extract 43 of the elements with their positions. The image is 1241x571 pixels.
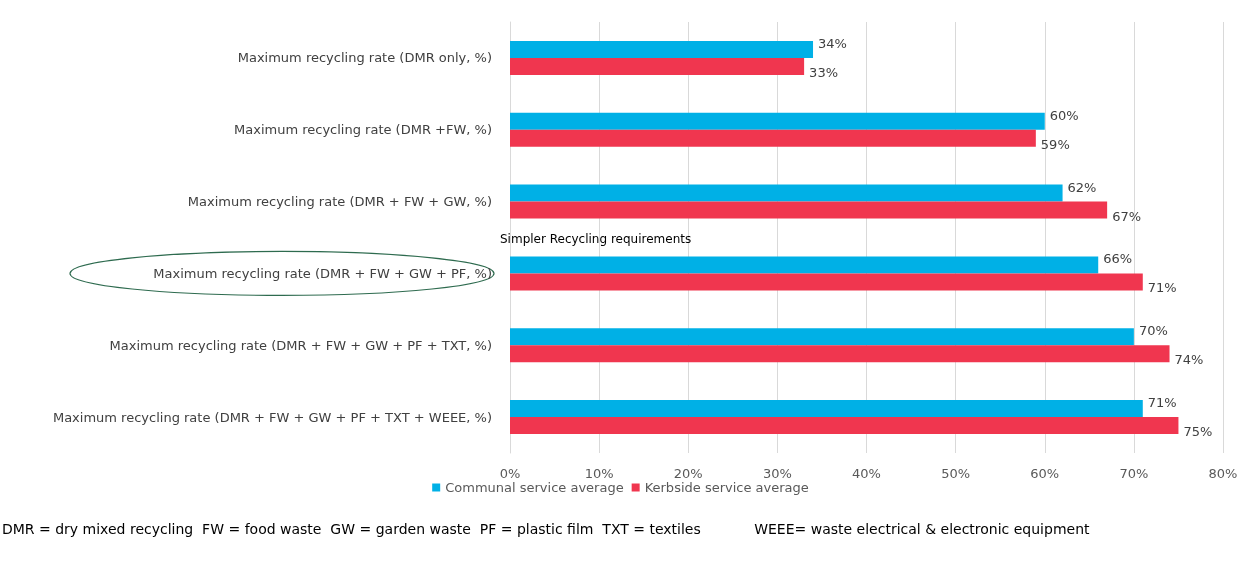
text: DMR = dry mixed recycling FW = food waste GW = garden waste PF = plastic film TXT = textiles WEEE= waste electrical & electronic equipment xyxy=(2,520,1091,537)
bar xyxy=(510,417,1179,435)
bar xyxy=(510,345,1170,363)
data-label: 74% xyxy=(1174,352,1204,368)
data-label: 60% xyxy=(1049,107,1079,123)
x-tick-label: 50% xyxy=(941,466,971,481)
bar xyxy=(510,40,814,58)
legend-label: Kerbside service average xyxy=(644,480,809,495)
data-label: 59% xyxy=(1040,136,1070,152)
data-label: 67% xyxy=(1112,208,1142,224)
bar xyxy=(510,273,1143,291)
data-label: 33% xyxy=(809,64,839,80)
x-tick-label: 20% xyxy=(673,466,703,481)
bar xyxy=(510,201,1108,219)
data-label: 71% xyxy=(1147,280,1177,296)
x-tick-label: 0% xyxy=(499,466,521,481)
data-label: 75% xyxy=(1183,424,1213,440)
data-label: 34% xyxy=(818,35,847,51)
bar xyxy=(510,400,1143,418)
bar xyxy=(510,184,1063,202)
y-tick-label: Maximum recycling rate (DMR + FW + GW, %) xyxy=(187,194,492,210)
bar xyxy=(510,129,1036,147)
bar xyxy=(510,256,1099,274)
y-tick-label: Maximum recycling rate (DMR + FW + GW + PF + TXT + WEEE, %) xyxy=(52,409,492,425)
x-tick-label: 10% xyxy=(584,466,614,481)
y-tick-label: Maximum recycling rate (DMR + FW + GW + PF, %) xyxy=(153,265,492,281)
data-label: 71% xyxy=(1147,395,1177,411)
legend-label: Communal service average xyxy=(445,480,624,495)
x-tick-label: 40% xyxy=(852,466,881,481)
x-tick-label: 60% xyxy=(1030,466,1060,481)
data-label: 62% xyxy=(1067,179,1097,195)
bar xyxy=(510,112,1045,130)
bar xyxy=(510,328,1134,346)
annotation: Simpler Recycling requirements xyxy=(500,232,692,247)
x-tick-label: 80% xyxy=(1208,466,1238,481)
x-tick-label: 30% xyxy=(762,466,792,481)
data-label: 70% xyxy=(1138,323,1168,339)
x-tick-label: 70% xyxy=(1119,466,1149,481)
y-tick-label: Maximum recycling rate (DMR only, %) xyxy=(237,50,492,66)
data-label: 66% xyxy=(1103,251,1133,267)
y-tick-label: Maximum recycling rate (DMR + FW + GW + PF + TXT, %) xyxy=(109,337,492,353)
bar xyxy=(510,57,805,75)
y-tick-label: Maximum recycling rate (DMR +FW, %) xyxy=(234,122,492,138)
